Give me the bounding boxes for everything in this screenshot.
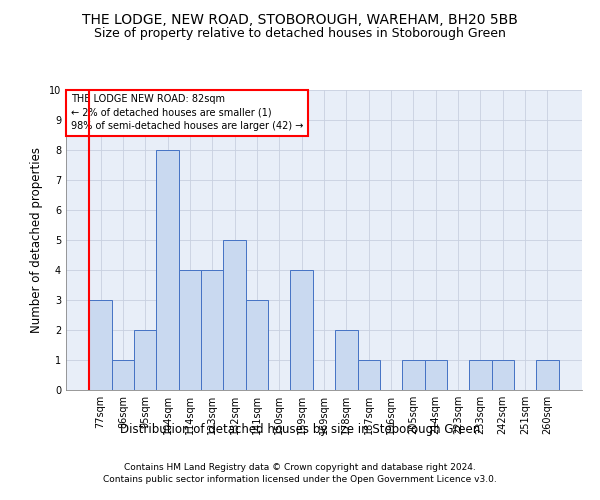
Text: Distribution of detached houses by size in Stoborough Green: Distribution of detached houses by size … bbox=[120, 422, 480, 436]
Bar bbox=[402, 360, 425, 390]
Text: THE LODGE, NEW ROAD, STOBOROUGH, WAREHAM, BH20 5BB: THE LODGE, NEW ROAD, STOBOROUGH, WAREHAM… bbox=[82, 12, 518, 26]
Bar bbox=[134, 330, 157, 390]
Bar bbox=[491, 360, 514, 390]
Bar bbox=[290, 270, 313, 390]
Text: Contains public sector information licensed under the Open Government Licence v3: Contains public sector information licen… bbox=[103, 475, 497, 484]
Bar bbox=[179, 270, 201, 390]
Bar bbox=[335, 330, 358, 390]
Text: Size of property relative to detached houses in Stoborough Green: Size of property relative to detached ho… bbox=[94, 28, 506, 40]
Bar bbox=[246, 300, 268, 390]
Text: THE LODGE NEW ROAD: 82sqm
← 2% of detached houses are smaller (1)
98% of semi-de: THE LODGE NEW ROAD: 82sqm ← 2% of detach… bbox=[71, 94, 304, 131]
Bar bbox=[157, 150, 179, 390]
Bar bbox=[358, 360, 380, 390]
Bar bbox=[223, 240, 246, 390]
Bar bbox=[469, 360, 491, 390]
Bar bbox=[112, 360, 134, 390]
Bar bbox=[201, 270, 223, 390]
Bar bbox=[536, 360, 559, 390]
Text: Contains HM Land Registry data © Crown copyright and database right 2024.: Contains HM Land Registry data © Crown c… bbox=[124, 462, 476, 471]
Bar bbox=[425, 360, 447, 390]
Bar bbox=[89, 300, 112, 390]
Y-axis label: Number of detached properties: Number of detached properties bbox=[31, 147, 43, 333]
